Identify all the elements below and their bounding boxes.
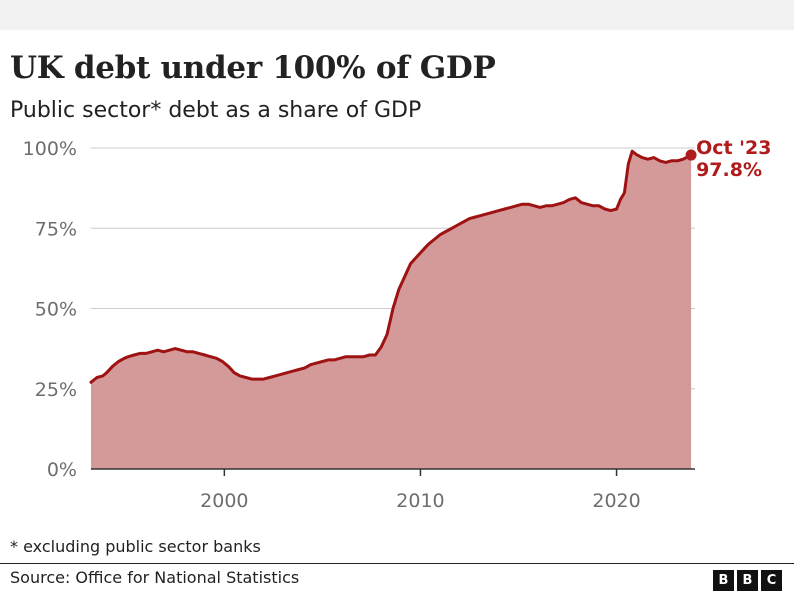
y-tick-label: 50%: [35, 299, 77, 321]
series-line: [89, 149, 693, 384]
x-tick-label: 2020: [592, 490, 640, 512]
y-tick-label: 100%: [23, 138, 77, 160]
annotation-date-label: Oct '23: [696, 137, 771, 159]
source-note: Source: Office for National Statistics: [10, 568, 300, 587]
area-fill: [91, 151, 692, 469]
latest-value-dot: [685, 149, 697, 161]
x-tick-label: 2010: [396, 490, 444, 512]
top-bar: [0, 0, 794, 30]
y-tick-label: 25%: [35, 379, 77, 401]
axes: [91, 468, 695, 476]
y-tick-label: 0%: [47, 459, 77, 481]
footnote: * excluding public sector banks: [10, 537, 261, 556]
logo-letter: C: [761, 570, 782, 591]
tick-labels: 0% 25% 50% 75% 100% 2000 2010 2020: [23, 138, 641, 512]
x-tick-label: 2000: [200, 490, 248, 512]
footer-divider: [0, 563, 794, 564]
bbc-logo: B B C: [713, 570, 782, 591]
logo-letter: B: [737, 570, 758, 591]
annotation-value-label: 97.8%: [696, 159, 762, 181]
y-tick-label: 75%: [35, 218, 77, 240]
chart-subtitle: Public sector* debt as a share of GDP: [10, 98, 422, 123]
chart-title: UK debt under 100% of GDP: [10, 50, 496, 86]
data-area: [89, 149, 693, 469]
logo-letter: B: [713, 570, 734, 591]
